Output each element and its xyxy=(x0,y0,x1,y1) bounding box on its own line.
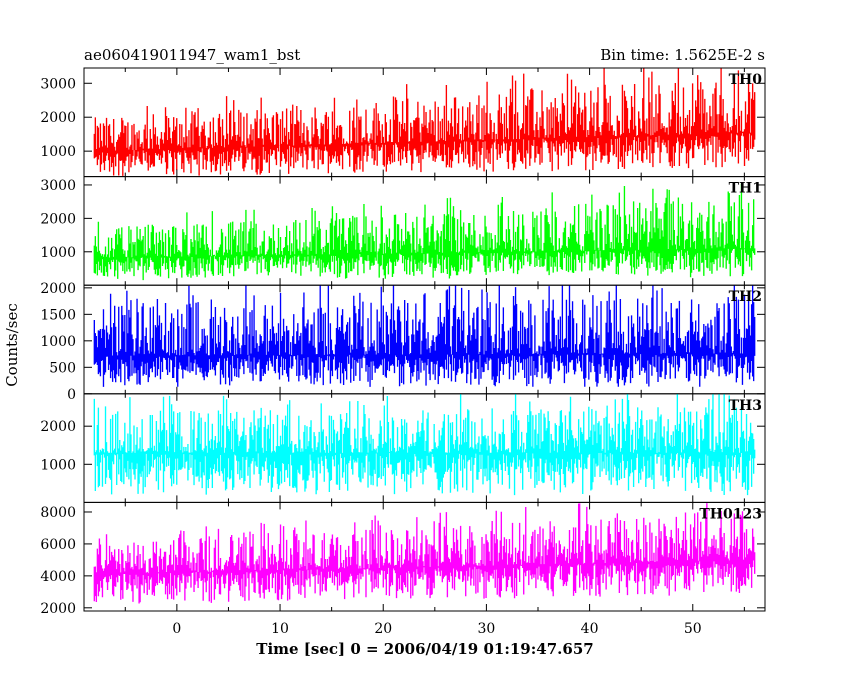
panel-label: TH3 xyxy=(729,398,762,414)
y-tick-label: 6000 xyxy=(40,537,76,553)
y-tick-label: 1500 xyxy=(40,307,76,323)
y-tick-label: 2000 xyxy=(40,211,76,227)
panel-th3: 1000 2000 TH3 xyxy=(40,393,766,503)
panel-th1: 1000 2000 3000 TH1 xyxy=(40,176,766,286)
y-tick-label: 2000 xyxy=(40,281,76,297)
y-tick-label: 1000 xyxy=(40,334,76,350)
series-th3 xyxy=(93,393,756,496)
y-tick-label: 8000 xyxy=(40,505,76,521)
x-tick-label: 50 xyxy=(684,621,702,637)
series-th1 xyxy=(93,183,756,281)
y-axis-label: Counts/sec xyxy=(3,303,21,387)
y-tick-label: 2000 xyxy=(40,110,76,126)
x-tick-label: 0 xyxy=(172,621,181,637)
x-tick-label: 40 xyxy=(581,621,599,637)
panel-label: TH0123 xyxy=(699,506,762,522)
x-tick-label: 10 xyxy=(271,621,289,637)
y-tick-label: 1000 xyxy=(40,457,76,473)
x-axis-label: Time [sec] 0 = 2006/04/19 01:19:47.657 xyxy=(256,640,593,658)
bin-time-label: Bin time: 1.5625E-2 s xyxy=(600,46,765,64)
x-tick-label: 20 xyxy=(374,621,392,637)
panel-label: TH0 xyxy=(729,72,763,88)
x-tick-label: 30 xyxy=(477,621,495,637)
panel-frame xyxy=(83,501,766,612)
panel-label: TH2 xyxy=(729,289,762,305)
y-tick-label: 0 xyxy=(67,387,76,403)
y-tick-label: 2000 xyxy=(40,419,76,435)
y-tick-label: 1000 xyxy=(40,245,76,261)
panel-th0: 1000 2000 3000 TH0 xyxy=(40,67,766,178)
y-tick-label: 4000 xyxy=(40,569,76,585)
panel-label: TH1 xyxy=(729,181,762,197)
y-tick-label: 2000 xyxy=(40,601,76,617)
panel-th0123: 2000 4000 6000 8000 TH0123 xyxy=(40,501,766,617)
series-th0123 xyxy=(93,503,756,604)
series-th0 xyxy=(93,68,756,176)
chart-title: ae060419011947_wam1_bst xyxy=(84,46,300,64)
panel-th2: 0 500 1000 1500 2000 TH2 xyxy=(40,281,766,403)
series-th2 xyxy=(93,285,756,387)
y-tick-label: 3000 xyxy=(40,76,76,92)
panels-group: 1000 2000 3000 TH0 1000 2000 3000 TH1 0 500 1000 15… xyxy=(40,67,766,617)
y-tick-label: 500 xyxy=(49,360,76,376)
y-tick-label: 1000 xyxy=(40,144,76,160)
x-axis: 0 10 20 30 40 50 xyxy=(172,621,701,637)
y-tick-label: 3000 xyxy=(40,178,76,194)
